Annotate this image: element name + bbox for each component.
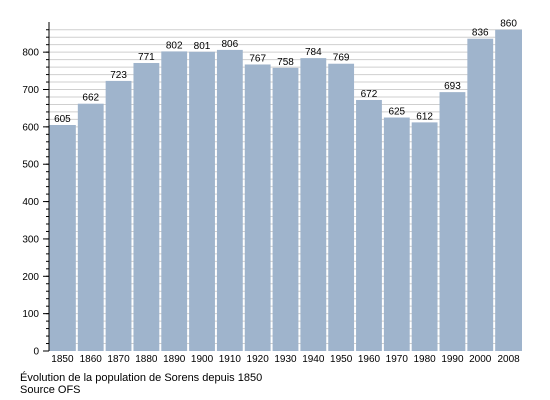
x-tick-label-1860: 1860 <box>80 354 103 365</box>
x-tick-label-2008: 2008 <box>497 354 520 365</box>
x-tick-label-1940: 1940 <box>302 354 325 365</box>
value-label-1950: 769 <box>333 53 350 64</box>
bar-1910 <box>216 49 243 351</box>
x-tick-label-1910: 1910 <box>219 354 242 365</box>
x-tick-label-1970: 1970 <box>386 354 409 365</box>
value-label-1930: 758 <box>277 57 294 68</box>
x-tick-label-1900: 1900 <box>191 354 214 365</box>
bar-1850 <box>49 124 76 351</box>
value-label-1920: 767 <box>249 53 266 64</box>
x-tick-label-1890: 1890 <box>163 354 186 365</box>
y-tick-label-700: 700 <box>22 85 39 96</box>
x-tick-label-1920: 1920 <box>247 354 270 365</box>
bar-1880 <box>133 62 160 351</box>
y-tick-label-600: 600 <box>22 122 39 133</box>
x-tick-label-1850: 1850 <box>51 354 74 365</box>
bar-1970 <box>383 117 410 352</box>
y-tick-label-200: 200 <box>22 272 39 283</box>
bar-1860 <box>77 103 104 352</box>
value-labels: 605 662 723 771 802 801 806 767 758 784 769 672 625 6… <box>54 19 517 125</box>
bar-1940 <box>300 58 327 352</box>
y-tick-label-300: 300 <box>22 234 39 245</box>
x-tick-label-1980: 1980 <box>413 354 436 365</box>
bar-1900 <box>189 51 215 351</box>
x-tick-label-1990: 1990 <box>441 354 464 365</box>
bar-1950 <box>328 63 355 351</box>
bar-1920 <box>244 64 271 351</box>
x-tick-label-1930: 1930 <box>274 354 297 365</box>
value-label-1990: 693 <box>444 81 461 92</box>
x-tick-label-1950: 1950 <box>330 354 353 365</box>
value-label-2000: 836 <box>472 28 489 39</box>
bar-1980 <box>411 122 438 352</box>
y-tick-label-800: 800 <box>22 48 39 59</box>
x-tick-label-1870: 1870 <box>107 354 130 365</box>
y-tick-label-100: 100 <box>22 309 39 320</box>
value-label-1870: 723 <box>110 70 127 81</box>
value-label-1860: 662 <box>82 93 99 104</box>
bar-1960 <box>356 99 382 351</box>
value-label-1940: 784 <box>305 47 322 58</box>
y-tick-label-400: 400 <box>22 197 39 208</box>
bar-2008 <box>495 29 522 352</box>
bar-1930 <box>272 67 299 351</box>
bar-1870 <box>105 80 132 352</box>
value-label-1970: 625 <box>388 107 405 118</box>
value-label-1910: 806 <box>222 39 239 50</box>
bar-1990 <box>439 92 466 351</box>
value-label-1880: 771 <box>138 52 155 63</box>
value-label-1960: 672 <box>361 89 378 100</box>
value-label-1900: 801 <box>194 41 211 52</box>
chart-caption-source: Source OFS <box>20 384 81 396</box>
chart-caption-title: Évolution de la population de Sorens dep… <box>20 372 263 384</box>
population-bar-chart: 605 662 723 771 802 801 806 767 758 784 769 672 625 6… <box>22 19 522 365</box>
bars <box>49 29 522 352</box>
axes: 1850 1860 1870 1880 1890 1900 1910 1920 1930 1940… <box>22 22 520 365</box>
x-tick-label-2000: 2000 <box>469 354 492 365</box>
x-tick-label-1960: 1960 <box>358 354 381 365</box>
value-label-1850: 605 <box>54 114 71 125</box>
y-tick-label-0: 0 <box>33 347 39 358</box>
bar-1890 <box>161 51 188 352</box>
value-label-2008: 860 <box>500 19 517 30</box>
x-tick-label-1880: 1880 <box>135 354 158 365</box>
value-label-1980: 612 <box>416 111 433 122</box>
value-label-1890: 802 <box>166 40 183 51</box>
bar-2000 <box>467 38 494 352</box>
y-tick-label-500: 500 <box>22 160 39 171</box>
